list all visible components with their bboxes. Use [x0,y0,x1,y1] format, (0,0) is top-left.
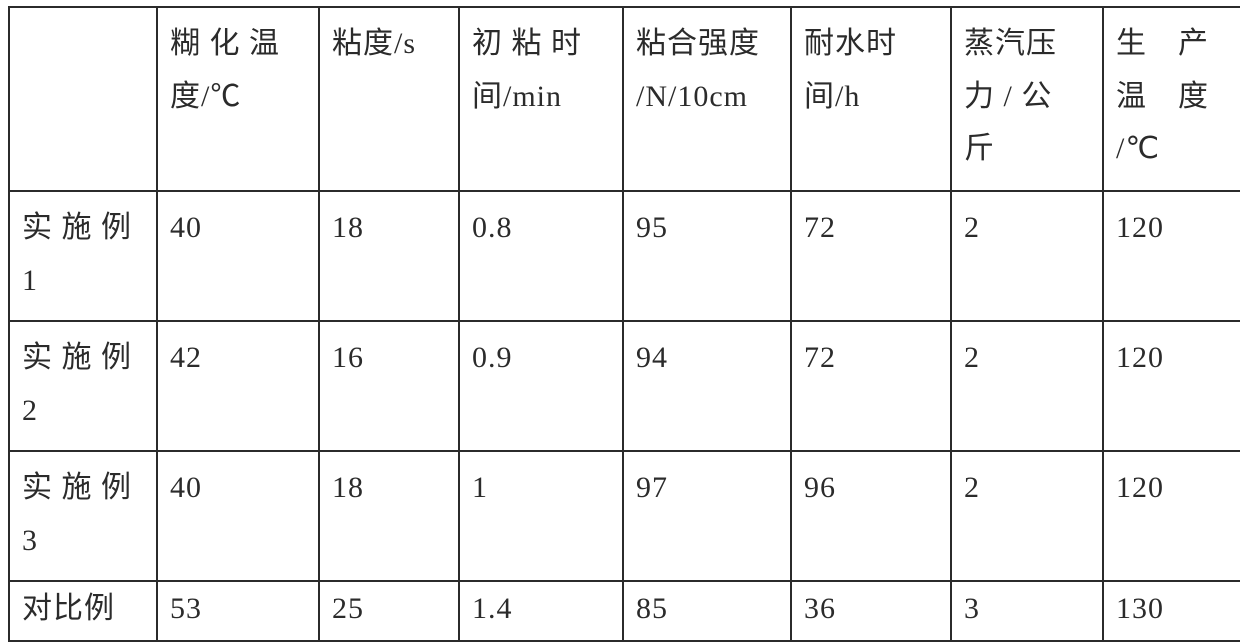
cell-water-resist: 36 [791,581,951,641]
cell-value: 1 [472,471,488,504]
row-label-text: 2 [22,394,38,427]
cell-value: 25 [332,592,364,625]
header-text: 生 产 [1116,27,1209,60]
cell-value: 2 [964,341,980,374]
header-cell-viscosity: 粘度/s [319,7,459,191]
cell-value: 36 [804,592,836,625]
cell-value: 2 [964,471,980,504]
cell-viscosity: 16 [319,321,459,451]
cell-bond-strength: 94 [623,321,791,451]
cell-value: 120 [1116,471,1164,504]
cell-prod-temp: 120 [1103,191,1240,321]
cell-value: 120 [1116,211,1164,244]
cell-value: 0.9 [472,341,513,374]
header-text: 力 / 公 [964,80,1052,113]
cell-gel-temp: 42 [157,321,319,451]
header-cell-water-resist: 耐水时 间/h [791,7,951,191]
cell-value: 40 [170,211,202,244]
header-cell-gel-temp: 糊 化 温 度/℃ [157,7,319,191]
cell-value: 18 [332,211,364,244]
header-text: 间/min [472,80,562,113]
header-cell-rowlabel [9,7,157,191]
cell-value: 72 [804,341,836,374]
header-text: 初 粘 时 [472,27,582,60]
cell-prod-temp: 120 [1103,321,1240,451]
cell-value: 96 [804,471,836,504]
cell-value: 1.4 [472,592,513,625]
cell-tack-time: 0.8 [459,191,623,321]
header-text: 斤 [964,132,995,165]
cell-gel-temp: 40 [157,451,319,581]
cell-bond-strength: 95 [623,191,791,321]
cell-gel-temp: 40 [157,191,319,321]
cell-value: 2 [964,211,980,244]
cell-water-resist: 72 [791,321,951,451]
cell-value: 3 [964,592,980,625]
row-label-cell: 实 施 例 2 [9,321,157,451]
cell-prod-temp: 130 [1103,581,1240,641]
row-label-text: 3 [22,524,38,557]
table-row: 实 施 例 3 40 18 1 97 96 2 120 [9,451,1240,581]
cell-steam-pressure: 3 [951,581,1103,641]
cell-value: 85 [636,592,668,625]
cell-tack-time: 1 [459,451,623,581]
table-row: 实 施 例 2 42 16 0.9 94 72 2 120 [9,321,1240,451]
header-text: 粘度/s [332,27,416,60]
row-label-text: 实 施 例 [22,211,132,244]
cell-value: 94 [636,341,668,374]
table-row: 对比例 53 25 1.4 85 36 3 130 [9,581,1240,641]
header-text: 糊 化 温 [170,27,280,60]
header-text: 间/h [804,80,860,113]
cell-prod-temp: 120 [1103,451,1240,581]
cell-water-resist: 96 [791,451,951,581]
header-cell-prod-temp: 生 产 温 度 /℃ [1103,7,1240,191]
header-cell-tack-time: 初 粘 时 间/min [459,7,623,191]
cell-value: 130 [1116,592,1164,625]
header-text: /N/10cm [636,80,748,113]
table-header-row: 糊 化 温 度/℃ 粘度/s 初 粘 时 间/min 粘合强度 /N/10cm … [9,7,1240,191]
cell-value: 40 [170,471,202,504]
header-cell-steam-pressure: 蒸汽压 力 / 公 斤 [951,7,1103,191]
row-label-text: 对比例 [22,592,115,625]
header-text: 温 度 [1116,80,1209,113]
cell-value: 0.8 [472,211,513,244]
cell-value: 95 [636,211,668,244]
row-label-cell: 对比例 [9,581,157,641]
cell-value: 120 [1116,341,1164,374]
cell-steam-pressure: 2 [951,191,1103,321]
cell-steam-pressure: 2 [951,321,1103,451]
cell-viscosity: 25 [319,581,459,641]
row-label-text: 1 [22,264,38,297]
header-text: /℃ [1116,132,1160,165]
cell-tack-time: 0.9 [459,321,623,451]
row-label-text: 实 施 例 [22,341,132,374]
data-table: 糊 化 温 度/℃ 粘度/s 初 粘 时 间/min 粘合强度 /N/10cm … [8,6,1240,642]
header-text: 度/℃ [170,80,241,113]
row-label-cell: 实 施 例 1 [9,191,157,321]
cell-tack-time: 1.4 [459,581,623,641]
cell-bond-strength: 97 [623,451,791,581]
header-cell-bond-strength: 粘合强度 /N/10cm [623,7,791,191]
cell-viscosity: 18 [319,191,459,321]
cell-viscosity: 18 [319,451,459,581]
cell-value: 53 [170,592,202,625]
cell-water-resist: 72 [791,191,951,321]
cell-gel-temp: 53 [157,581,319,641]
cell-steam-pressure: 2 [951,451,1103,581]
cell-value: 16 [332,341,364,374]
cell-bond-strength: 85 [623,581,791,641]
header-text: 耐水时 [804,27,897,60]
cell-value: 18 [332,471,364,504]
cell-value: 97 [636,471,668,504]
header-text: 粘合强度 [636,27,760,60]
cell-value: 72 [804,211,836,244]
row-label-cell: 实 施 例 3 [9,451,157,581]
cell-value: 42 [170,341,202,374]
table-row: 实 施 例 1 40 18 0.8 95 72 2 120 [9,191,1240,321]
header-text: 蒸汽压 [964,27,1057,60]
row-label-text: 实 施 例 [22,471,132,504]
